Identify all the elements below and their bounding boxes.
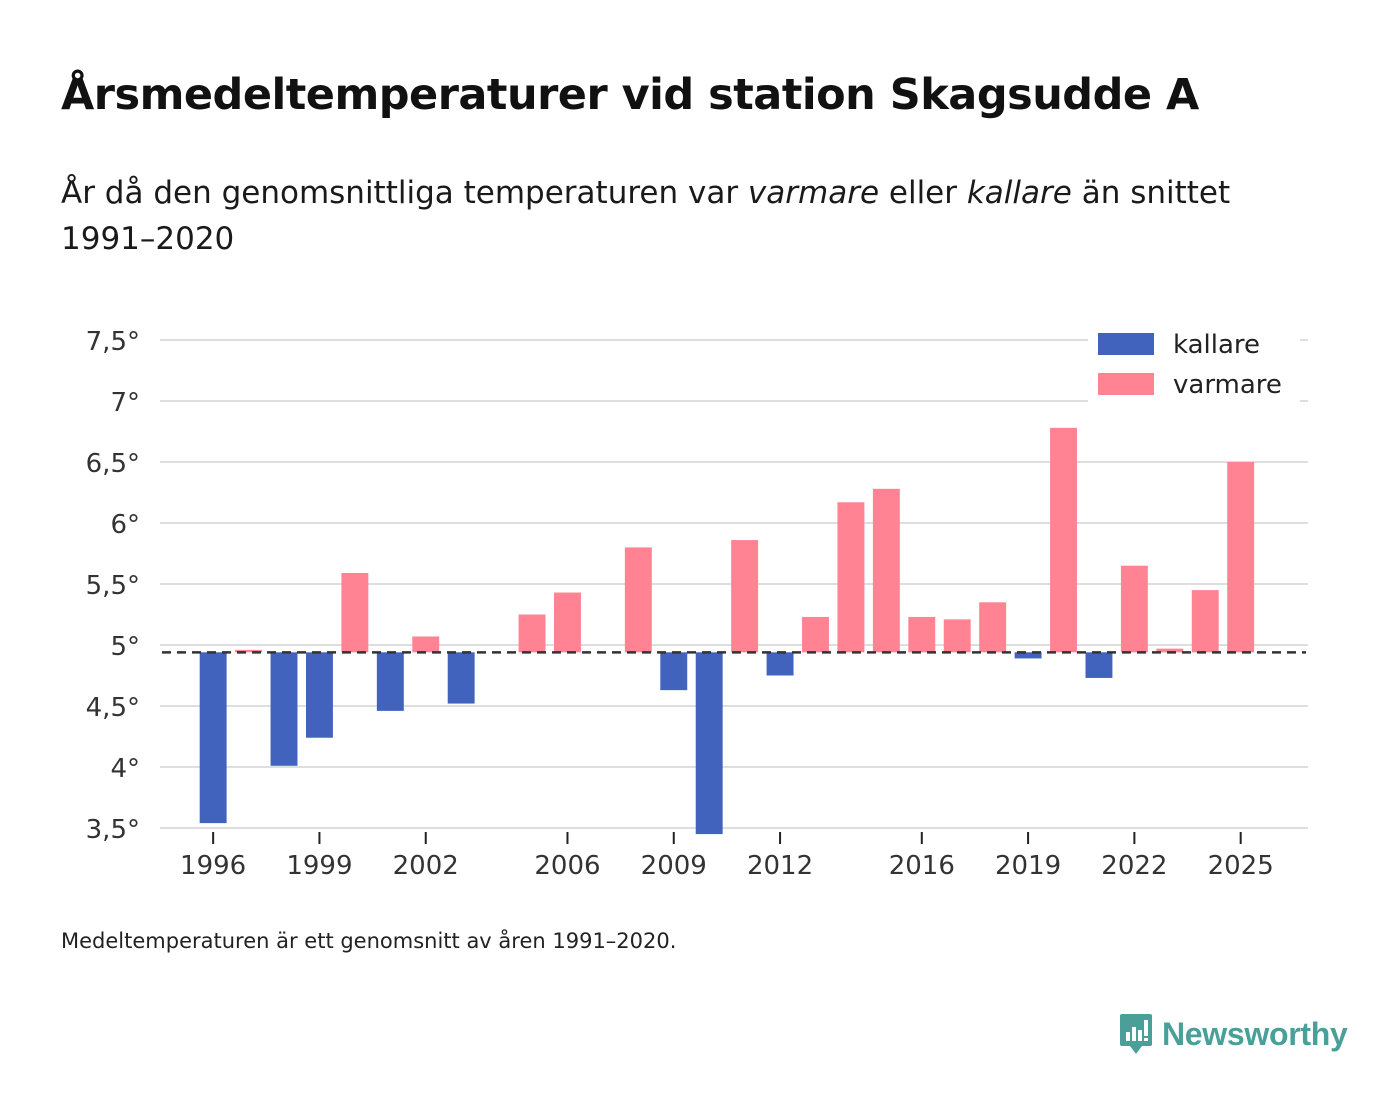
bar-2017[interactable] [943,619,971,653]
x-tick-label: 2006 [534,851,600,881]
bar-2005[interactable] [518,614,546,653]
y-axis-ticks: 3,5° 4° 4,5° 5° 5,5° 6° 6,5° 7° 7,5° [86,327,140,845]
bar-2012[interactable] [766,652,794,676]
bar-2009[interactable] [660,652,688,691]
bar-1999[interactable] [305,652,333,738]
x-tick-label: 2016 [889,851,955,881]
bar-2025[interactable] [1227,462,1255,653]
subtitle-cold-word: kallare [966,175,1072,211]
bar-2014[interactable] [837,502,865,653]
bar-2020[interactable] [1050,427,1077,653]
x-tick-label: 2019 [995,851,1061,881]
bar-2008[interactable] [624,547,652,653]
y-tick-label: 7,5° [86,327,140,357]
y-tick-label: 4,5° [86,693,140,723]
y-tick-label: 3,5° [86,815,140,845]
x-tick-label: 2012 [747,851,813,881]
x-tick-label: 2022 [1101,851,1167,881]
legend-label-warm: varmare [1173,370,1282,400]
x-tick-label: 2002 [393,851,459,881]
chart-title: Årsmedeltemperaturer vid station Skagsud… [61,70,1199,120]
subtitle-warm-word: varmare [747,175,880,211]
y-tick-label: 6,5° [86,449,140,479]
bar-2010[interactable] [695,652,723,835]
legend-label-cold: kallare [1173,330,1260,360]
footnote: Medeltemperaturen är ett genomsnitt av å… [61,929,677,953]
y-tick-label: 5,5° [86,571,140,601]
bar-1997[interactable] [235,649,263,653]
bars [199,427,1255,835]
y-tick-label: 7° [110,388,140,418]
bar-2024[interactable] [1191,590,1219,653]
subtitle-text-1: År då den genomsnittliga temperaturen va… [61,175,748,211]
bar-2003[interactable] [447,652,475,704]
bar-1998[interactable] [270,652,298,766]
bar-2019[interactable] [1014,652,1042,659]
bar-1996[interactable] [199,652,227,824]
bar-2013[interactable] [802,616,829,653]
bar-2000[interactable] [341,573,369,653]
bar-2001[interactable] [376,652,404,711]
legend-swatch-cold [1098,333,1154,355]
bar-2018[interactable] [979,602,1007,653]
bar-2011[interactable] [731,540,759,653]
bar-2023[interactable] [1156,648,1184,653]
x-tick-label: 1996 [180,851,246,881]
bar-2002[interactable] [412,636,440,653]
legend: kallare varmare [1088,325,1300,405]
x-tick-label: 2025 [1208,851,1274,881]
brand-name: Newsworthy [1162,1015,1348,1052]
x-tick-label: 1999 [286,851,352,881]
newsworthy-logo-icon [1120,1014,1152,1054]
bar-2022[interactable] [1120,565,1148,653]
y-tick-label: 4° [110,754,140,784]
chart-subtitle: År då den genomsnittliga temperaturen va… [61,170,1321,262]
x-axis-ticks: 1996 1999 2002 2006 2009 2012 2016 2019 2022 2025 [180,832,1274,881]
legend-swatch-warm [1098,373,1154,395]
y-tick-label: 5° [110,632,140,662]
bar-2006[interactable] [554,592,581,653]
bar-2016[interactable] [908,616,936,653]
y-tick-label: 6° [110,510,140,540]
subtitle-text-2: eller [879,175,967,211]
bar-2015[interactable] [872,488,900,653]
subtitle-text-3: än snittet 1991–2020 [61,175,1231,257]
brand-logo[interactable]: Newsworthy [1118,1010,1348,1058]
temperature-bar-chart: 3,5° 4° 4,5° 5° 5,5° 6° 6,5° 7° 7,5° 1996 1999 200… [86,325,1308,881]
bar-2021[interactable] [1085,652,1113,678]
x-tick-label: 2009 [641,851,707,881]
